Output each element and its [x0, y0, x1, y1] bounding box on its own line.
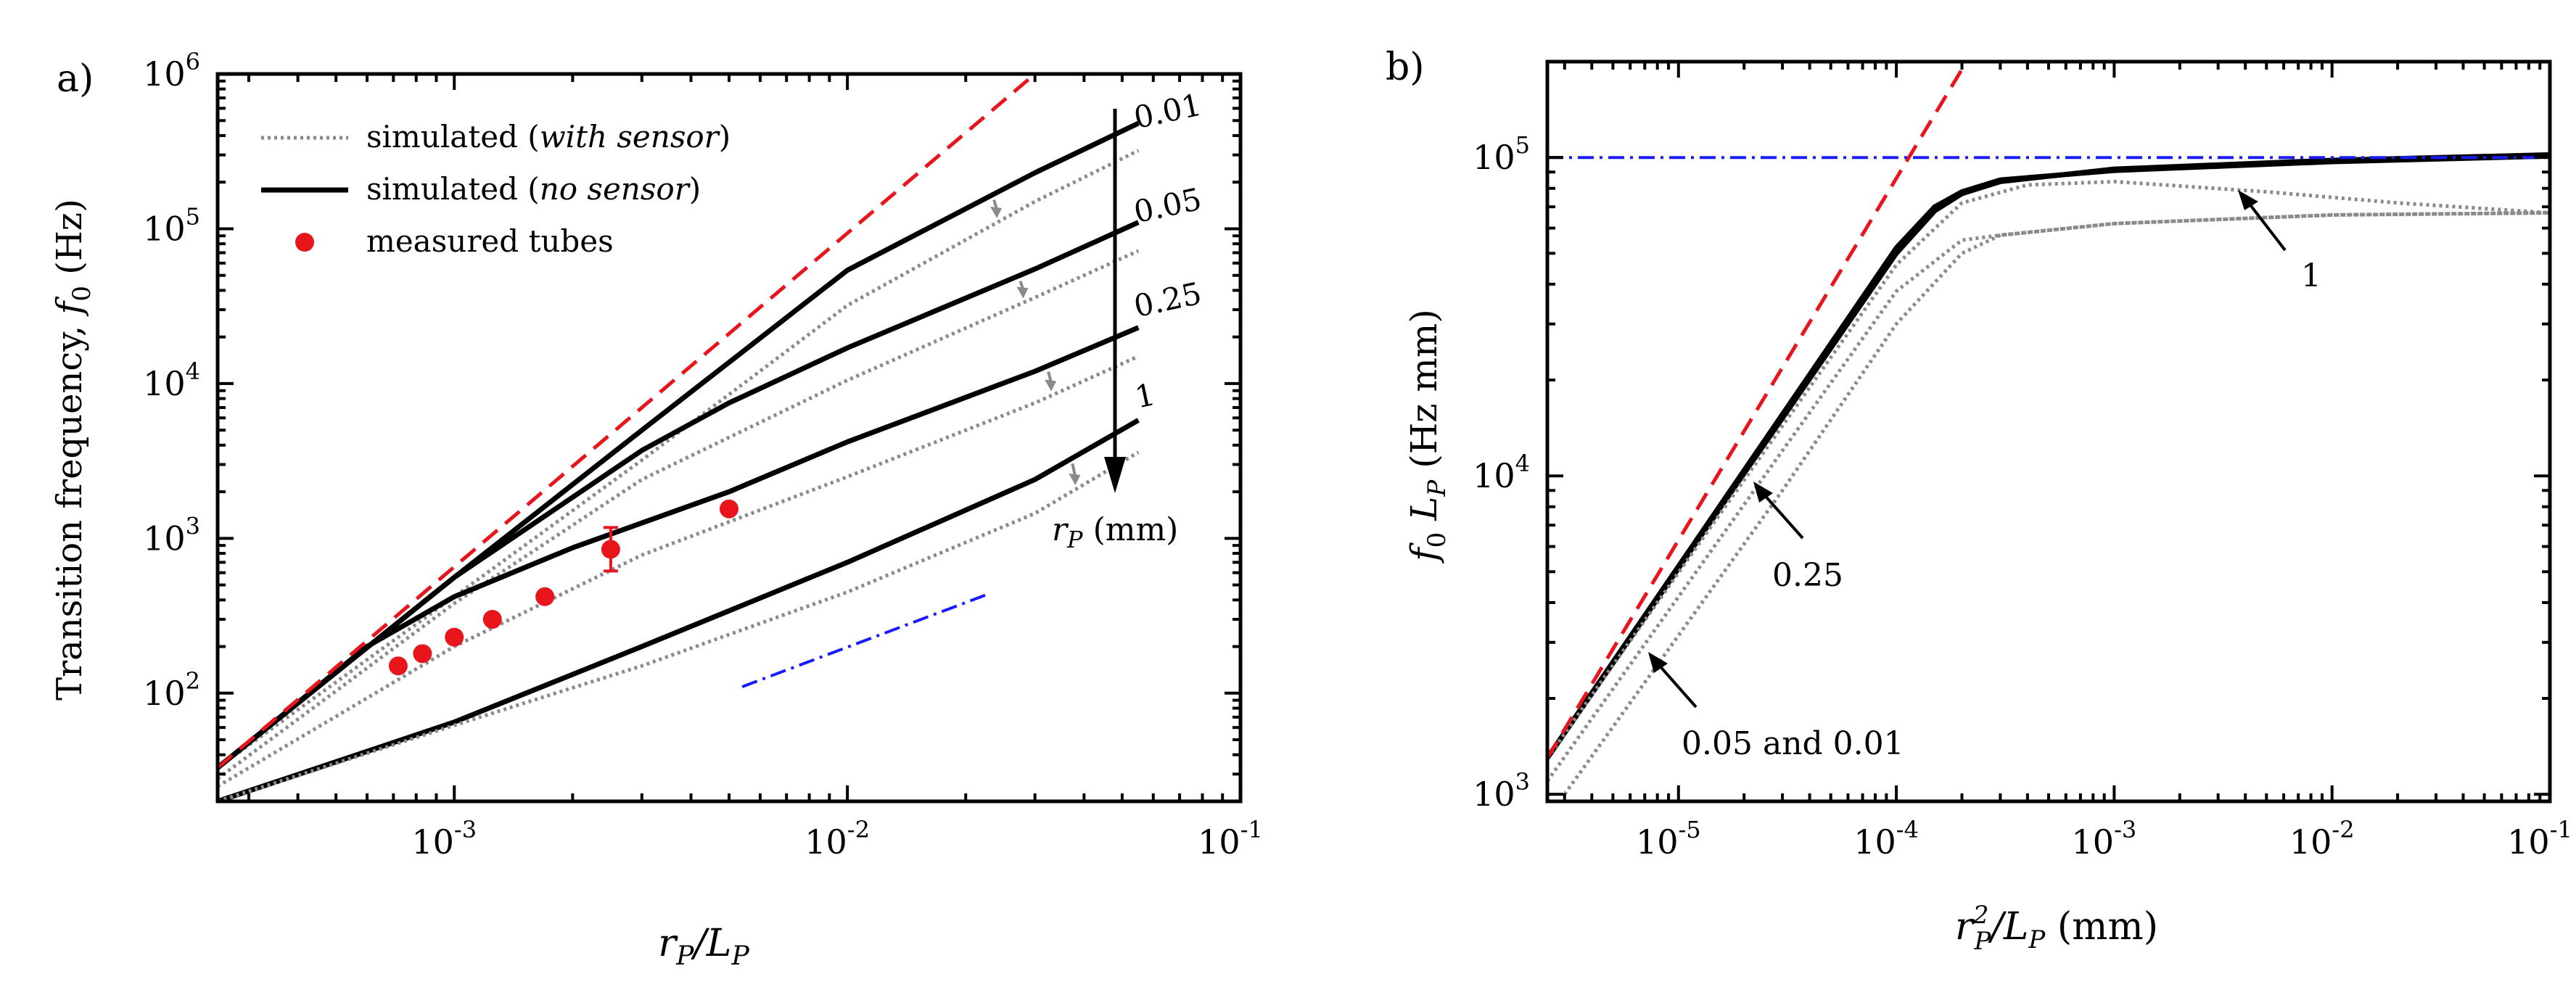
- panel-a-ylabel: Transition frequency, f0 (Hz): [49, 199, 96, 701]
- rp-direction-arrow: [1104, 109, 1126, 493]
- legend-entry-no-sensor: simulated (no sensor): [261, 171, 701, 207]
- rp-label-0-25: 0.25: [1131, 276, 1205, 324]
- measured-point: [535, 587, 555, 606]
- panel-b: b) 10-5 10-4 10-3 10-2 10-1 103 104 105 f0 LP (…: [1386, 46, 2572, 956]
- rp-label-0-05: 0.05: [1131, 181, 1205, 230]
- y-tick-label: 102: [143, 667, 200, 713]
- asymptote-line: [218, 74, 1037, 769]
- legend-entry-with-sensor: simulated (with sensor): [261, 119, 731, 154]
- series-no-sensor-1: [1547, 152, 2550, 760]
- measured-point: [388, 656, 408, 676]
- series-no-sensor-rp-1: [218, 418, 1140, 801]
- rp-label-0-01: 0.01: [1131, 87, 1205, 136]
- panel-b-ylabel: f0 LP (Hz mm): [1403, 309, 1452, 564]
- series-with-sensor-rp-0.05: [218, 249, 1140, 780]
- annotation-0-05-and-0-01: 0.05 and 0.01: [1648, 652, 1904, 762]
- series-with-sensor-rp-1: [218, 450, 1140, 801]
- svg-text:measured tubes: measured tubes: [366, 223, 614, 259]
- rp-label-1: 1: [1132, 376, 1158, 415]
- panel-b-ticks: 10-5 10-4 10-3 10-2 10-1 103 104 105: [1473, 60, 2572, 862]
- sensor-shift-arrowhead: [1045, 379, 1057, 392]
- panel-b-xlabel: r2 P/LP (mm): [1955, 901, 2158, 956]
- rp-axis-label: rP (mm): [1052, 511, 1178, 553]
- panel-a-series: [218, 74, 1140, 801]
- x-tick-label: 10-5: [1636, 816, 1701, 862]
- svg-text:simulated (no sensor): simulated (no sensor): [366, 171, 701, 207]
- svg-text:0.05 and 0.01: 0.05 and 0.01: [1682, 725, 1904, 762]
- panel-b-label: b): [1386, 46, 1425, 89]
- x-tick-label: 10-3: [2072, 816, 2137, 862]
- sensor-shift-arrowhead: [990, 206, 1003, 218]
- series-no-sensor-rp-0.05: [218, 220, 1140, 770]
- panel-a-xlabel: rP/LP: [658, 922, 749, 971]
- y-tick-label: 103: [1473, 768, 1530, 814]
- series-no-sensor-rp-0.01: [218, 120, 1140, 770]
- x-tick-label: 10-1: [2507, 816, 2572, 862]
- y-tick-label: 104: [1473, 450, 1530, 495]
- y-tick-label: 104: [143, 358, 200, 403]
- asymptote-line: [1547, 62, 1969, 759]
- panel-a: a) 10-3 10-2 10-1 102 103 104 105 106 Transitio…: [49, 48, 1263, 971]
- panel-a-label: a): [57, 57, 94, 101]
- y-tick-label: 105: [1473, 131, 1530, 177]
- x-tick-label: 10-1: [1198, 816, 1263, 862]
- x-tick-label: 10-2: [805, 816, 870, 862]
- x-tick-label: 10-4: [1853, 816, 1919, 862]
- series-with-sensor-3: [1547, 211, 2550, 782]
- x-tick-label: 10-2: [2289, 816, 2355, 862]
- panel-a-legend: simulated (with sensor) simulated (no se…: [261, 119, 731, 259]
- legend-entry-measured: measured tubes: [295, 223, 614, 259]
- sensor-shift-arrowhead: [1016, 286, 1029, 299]
- reference-slope-line: [741, 592, 990, 688]
- measured-point: [720, 499, 738, 519]
- measured-point: [445, 627, 464, 647]
- series-no-sensor-rp-0.25: [218, 325, 1140, 770]
- panel-a-markers: [388, 199, 1081, 676]
- measured-point: [601, 540, 620, 559]
- annotation-1: 1: [2238, 190, 2321, 294]
- series-with-sensor-4: [1563, 211, 2550, 796]
- y-tick-label: 105: [143, 202, 200, 248]
- series-with-sensor-2: [1547, 179, 2550, 759]
- sensor-shift-arrowhead: [1069, 474, 1081, 486]
- measured-point: [413, 644, 432, 664]
- y-tick-label: 106: [143, 48, 200, 94]
- panel-a-ticks: 10-3 10-2 10-1 102 103 104 105 106: [143, 48, 1263, 862]
- svg-text:1: 1: [2301, 257, 2321, 294]
- panel-b-series: [1547, 62, 2550, 796]
- svg-text:0.25: 0.25: [1772, 557, 1843, 594]
- svg-text:simulated (with sensor): simulated (with sensor): [366, 119, 731, 154]
- measured-point: [482, 609, 502, 629]
- x-tick-label: 10-3: [411, 816, 477, 862]
- series-with-sensor-rp-0.01: [218, 149, 1140, 769]
- series-with-sensor-rp-0.25: [218, 355, 1140, 788]
- series-no-sensor-0: [1547, 153, 2550, 760]
- annotation-0-25: 0.25: [1753, 482, 1843, 594]
- panel-b-plot-frame: [1545, 59, 2552, 804]
- y-tick-label: 103: [143, 512, 200, 558]
